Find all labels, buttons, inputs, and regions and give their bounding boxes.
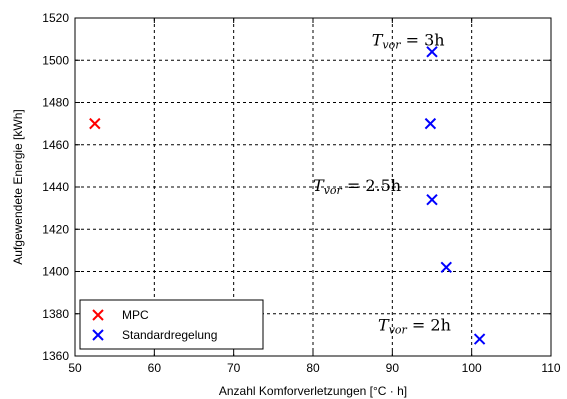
y-tick-label: 1400 (42, 265, 69, 279)
legend-marker (92, 309, 104, 321)
legend: MPC Standardregelung (79, 299, 264, 350)
annotation-label: Tvor = 2.5h (313, 176, 401, 197)
y-tick-label: 1500 (42, 53, 69, 67)
x-tick-label: 100 (462, 361, 482, 375)
y-tick-label: 1360 (42, 349, 69, 363)
y-tick-label: 1420 (42, 222, 69, 236)
x-tick-label: 80 (306, 361, 320, 375)
y-tick-label: 1440 (42, 180, 69, 194)
data-point-standardregelung (424, 117, 437, 130)
x-tick-label: 90 (386, 361, 400, 375)
x-tick-label: 110 (541, 361, 560, 375)
legend-items: MPC Standardregelung (92, 308, 217, 342)
axis-ticks: 50 60 70 80 90 100 110 1360 1380 1400 1420 1440 1460… (42, 11, 561, 375)
data-point-standardregelung (473, 333, 486, 345)
legend-box (79, 299, 264, 350)
data-point-mpc (89, 117, 101, 130)
annotation-label: Tvor = 2h (378, 316, 451, 337)
y-tick-label: 1520 (42, 11, 69, 25)
grid-lines (75, 18, 551, 356)
data-point-standardregelung (426, 193, 438, 206)
legend-label: Standardregelung (122, 328, 217, 342)
x-tick-label: 50 (68, 361, 82, 375)
y-axis-label: Aufgewendete Energie [kWh] (11, 109, 25, 264)
annotation-label: Tvor = 3h (372, 30, 445, 51)
y-tick-label: 1480 (42, 96, 69, 110)
data-point-standardregelung (426, 46, 438, 58)
data-points (89, 46, 486, 345)
annotations: Tvor = 3h Tvor = 2.5h Tvor = 2h (313, 30, 451, 336)
legend-label: MPC (122, 308, 149, 322)
y-tick-label: 1460 (42, 138, 69, 152)
x-tick-label: 70 (227, 361, 241, 375)
y-tick-label: 1380 (42, 307, 69, 321)
x-tick-label: 60 (148, 361, 162, 375)
x-axis-label: Anzahl Komforverletzungen [°C · h] (219, 384, 407, 398)
data-point-standardregelung (440, 261, 452, 273)
legend-marker (92, 329, 104, 341)
